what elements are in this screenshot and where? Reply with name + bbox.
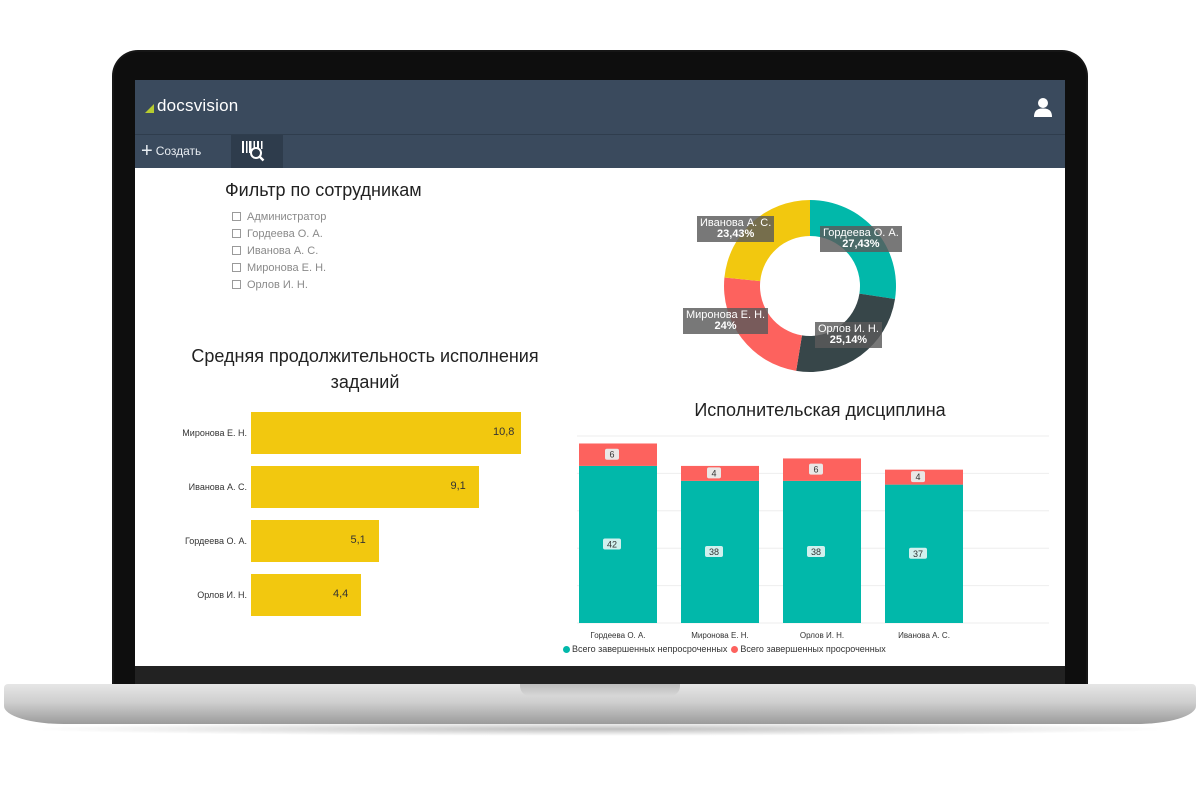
donut-slice-percent: 24% bbox=[714, 320, 737, 332]
app-logo[interactable]: docsvision bbox=[145, 96, 238, 116]
donut-slice-label: Миронова Е. Н. 24% bbox=[683, 308, 769, 334]
filter-item[interactable]: Администратор bbox=[232, 208, 326, 225]
filter-item-label: Администратор bbox=[247, 210, 327, 223]
data-label-bg bbox=[909, 547, 927, 559]
data-label: 42 bbox=[607, 539, 617, 549]
avg-bar[interactable] bbox=[251, 412, 521, 454]
data-label-bg bbox=[807, 545, 825, 557]
discipline-legend: Всего завершенных непросроченных Всего з… bbox=[563, 644, 890, 654]
avg-bar-value: 4,4 bbox=[333, 588, 349, 600]
create-button-label: Создать bbox=[155, 144, 202, 158]
discipline-chart-title: Исполнительская дисциплина bbox=[694, 400, 946, 420]
data-label-bg bbox=[707, 467, 721, 479]
data-label: 4 bbox=[711, 468, 716, 478]
category-label: Иванова А. С. bbox=[898, 631, 950, 640]
category-label: Гордеева О. А. bbox=[590, 631, 645, 640]
logo-mark-icon bbox=[145, 103, 154, 113]
data-label-bg bbox=[809, 463, 823, 475]
filter-item-label: Гордеева О. А. bbox=[247, 227, 323, 240]
donut-slice-name: Миронова Е. Н. bbox=[686, 309, 766, 321]
laptop-notch bbox=[520, 684, 680, 696]
user-icon[interactable] bbox=[1033, 97, 1053, 117]
toolbar: + Создать bbox=[135, 134, 1065, 168]
avg-bar-label: Орлов И. Н. bbox=[197, 590, 247, 600]
data-label-bg bbox=[911, 471, 925, 483]
avg-bar-value: 9,1 bbox=[450, 480, 466, 492]
data-label: 37 bbox=[913, 549, 923, 559]
data-label: 38 bbox=[811, 547, 821, 557]
legend-item: Всего завершенных просроченных bbox=[731, 644, 886, 654]
plus-icon: + bbox=[141, 140, 153, 162]
data-label: 4 bbox=[915, 472, 920, 482]
filter-item-label: Миронова Е. Н. bbox=[247, 261, 327, 274]
data-label: 6 bbox=[813, 465, 818, 475]
category-label: Орлов И. Н. bbox=[800, 631, 844, 640]
data-label-bg bbox=[603, 538, 621, 550]
avg-bar-value: 5,1 bbox=[350, 534, 366, 546]
data-label: 6 bbox=[609, 450, 614, 460]
checkbox[interactable] bbox=[232, 246, 241, 255]
barcode-search-button[interactable] bbox=[231, 135, 283, 168]
category-label: Миронова Е. Н. bbox=[691, 631, 749, 640]
logo-text: docsvision bbox=[157, 96, 239, 115]
data-label-bg bbox=[605, 448, 619, 460]
checkbox[interactable] bbox=[232, 280, 241, 289]
donut-slice-percent: 27,43% bbox=[842, 238, 880, 250]
avg-duration-chart-title: Средняя продолжительность исполнения зад… bbox=[191, 346, 539, 392]
avg-bar[interactable] bbox=[251, 466, 479, 508]
legend-item: Всего завершенных непросроченных bbox=[563, 644, 727, 654]
avg-bar[interactable] bbox=[251, 574, 361, 616]
donut-slice-label: Гордеева О. А. 27,43% bbox=[820, 226, 902, 252]
donut-slice-percent: 23,43% bbox=[716, 228, 755, 240]
avg-bar-value: 10,8 bbox=[493, 426, 515, 438]
donut-slice-name: Орлов И. Н. bbox=[818, 323, 879, 335]
donut-slice-name: Гордеева О. А. bbox=[823, 227, 899, 239]
employee-filter-list: Администратор Гордеева О. А. Иванова А. … bbox=[232, 208, 326, 293]
checkbox[interactable] bbox=[232, 263, 241, 272]
filter-title: Фильтр по сотрудникам bbox=[225, 180, 422, 200]
barcode-search-icon bbox=[242, 141, 265, 162]
avg-bar-label: Иванова А. С. bbox=[188, 482, 247, 492]
legend-label: Всего завершенных непросроченных bbox=[572, 644, 728, 654]
checkbox[interactable] bbox=[232, 229, 241, 238]
donut-slice-label: Орлов И. Н. 25,14% bbox=[815, 322, 882, 348]
avg-bar[interactable] bbox=[251, 520, 379, 562]
screen-bottom-bar bbox=[135, 666, 1065, 684]
donut-slice-label: Иванова А. С. 23,43% bbox=[697, 216, 775, 242]
filter-item[interactable]: Миронова Е. Н. bbox=[232, 259, 326, 276]
filter-item-label: Иванова А. С. bbox=[247, 244, 319, 257]
data-label: 38 bbox=[709, 547, 719, 557]
employee-share-donut-chart: Гордеева О. А. 27,43% Орлов И. Н. 25,14% Мир… bbox=[675, 190, 965, 380]
avg-bar-label: Миронова Е. Н. bbox=[182, 428, 247, 438]
filter-item[interactable]: Гордеева О. А. bbox=[232, 225, 326, 242]
legend-dot bbox=[731, 645, 739, 653]
filter-item[interactable]: Иванова А. С. bbox=[232, 242, 326, 259]
laptop-shadow bbox=[20, 722, 1180, 736]
create-button[interactable]: + Создать bbox=[141, 140, 202, 162]
avg-bar-label: Гордеева О. А. bbox=[184, 536, 247, 546]
filter-item[interactable]: Орлов И. Н. bbox=[232, 276, 326, 293]
discipline-chart: 42 6 Гордеева О. А. 38 4 Миронова Е. Н. 38 6 Орл… bbox=[577, 435, 1049, 640]
legend-label: Всего завершенных просроченных bbox=[740, 644, 886, 654]
donut-slice-name: Иванова А. С. bbox=[700, 217, 772, 229]
checkbox[interactable] bbox=[232, 212, 241, 221]
filter-item-label: Орлов И. Н. bbox=[247, 278, 308, 291]
app-header: docsvision bbox=[135, 80, 1065, 134]
app-screen: docsvision + Создать bbox=[135, 80, 1065, 666]
donut-slice-percent: 25,14% bbox=[829, 334, 868, 346]
legend-dot bbox=[563, 645, 570, 653]
data-label-bg bbox=[705, 545, 723, 557]
